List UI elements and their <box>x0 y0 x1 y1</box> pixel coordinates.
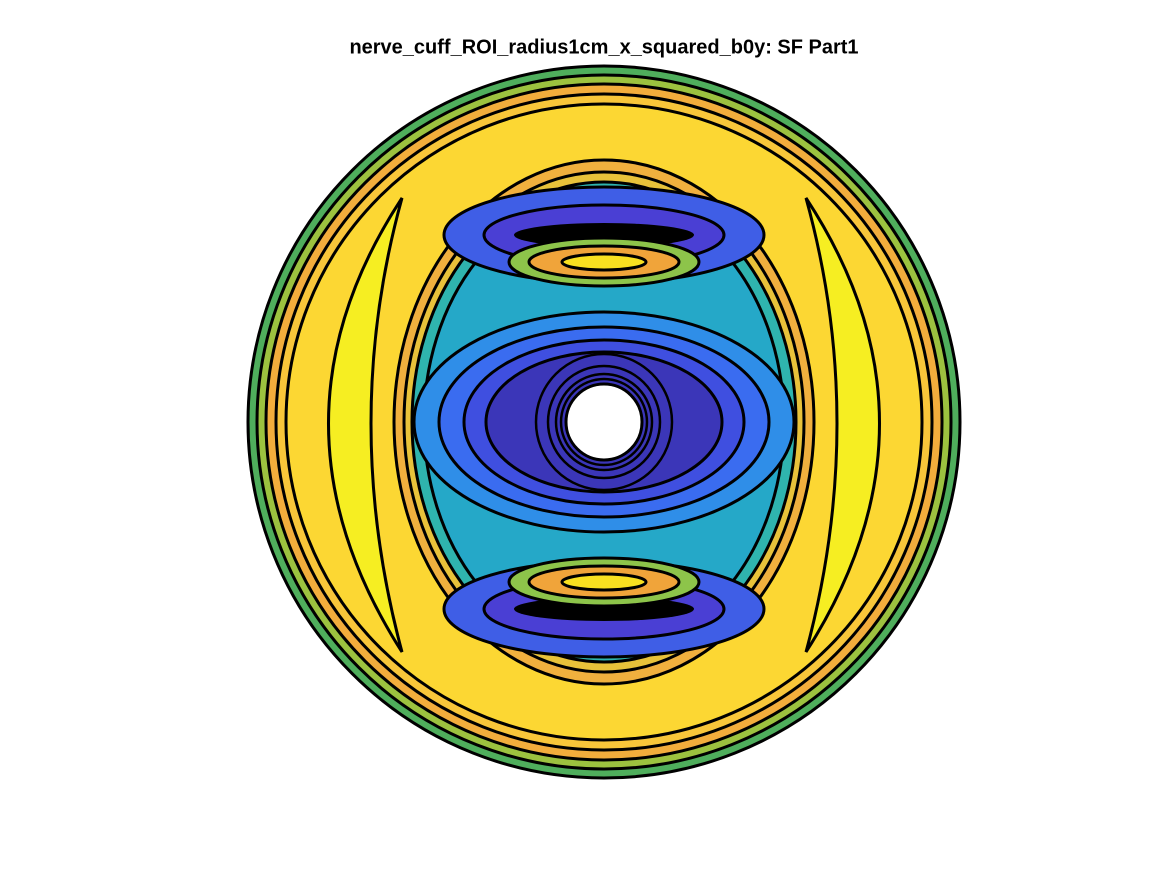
contour-band <box>560 572 648 592</box>
contour-line <box>546 364 662 480</box>
chart-title: nerve_cuff_ROI_radius1cm_x_squared_b0y: … <box>349 36 858 58</box>
hole <box>564 382 644 462</box>
contour-band <box>804 197 881 653</box>
contour-line <box>534 352 674 492</box>
contour-plot <box>246 64 962 780</box>
contour-band <box>560 252 648 272</box>
contour-line <box>559 377 649 467</box>
contour-line <box>554 372 654 472</box>
contour-band <box>327 197 404 653</box>
